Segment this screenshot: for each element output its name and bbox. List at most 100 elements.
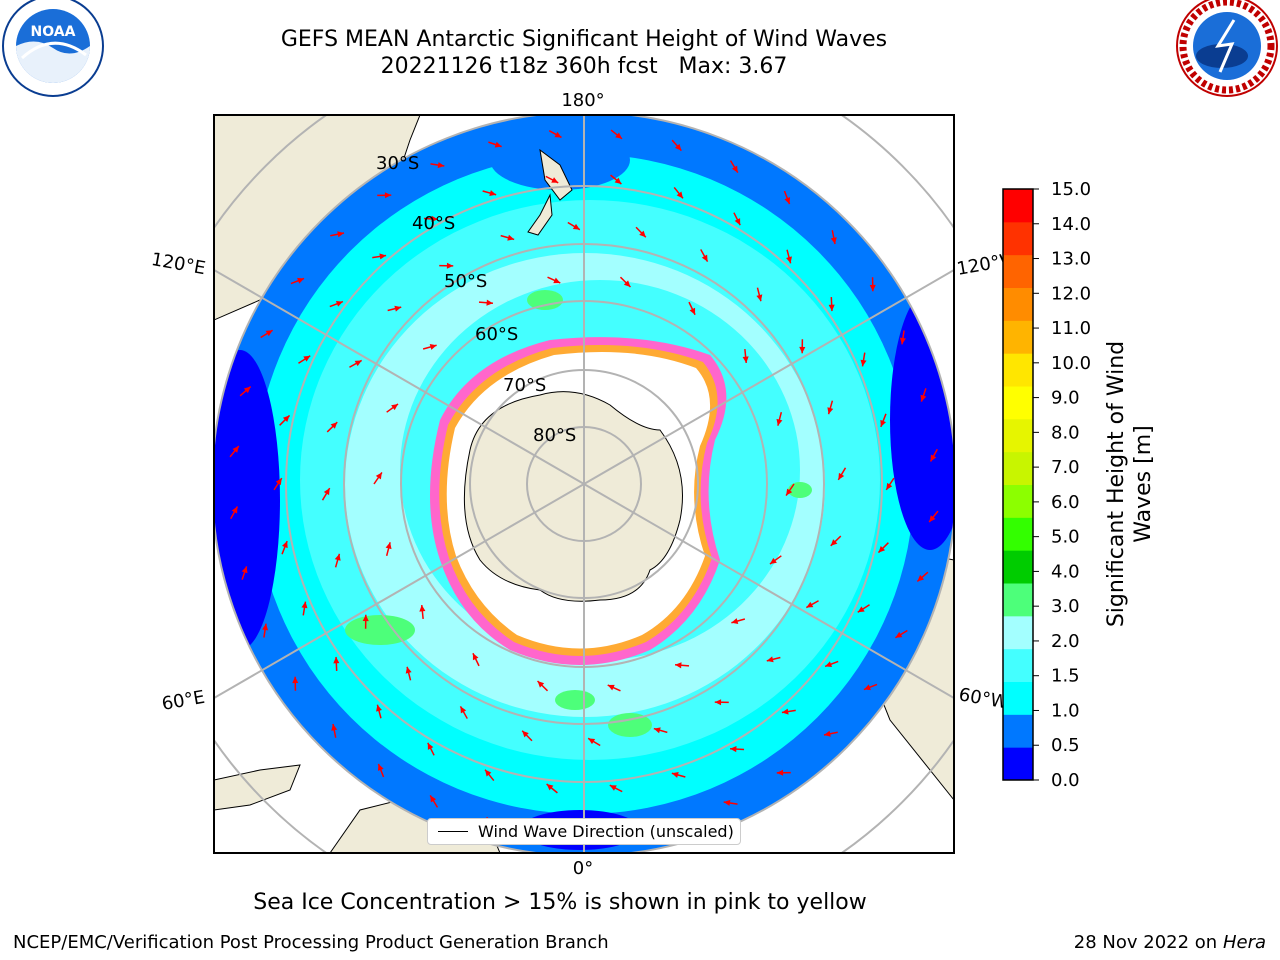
lon-label-60e: 60°E xyxy=(160,687,206,715)
wave-direction-arrowhead xyxy=(303,355,311,362)
wave-direction-arrowhead xyxy=(863,684,871,691)
wave-direction-arrowhead xyxy=(427,742,434,750)
wave-direction-arrowhead xyxy=(379,253,387,260)
wave-direction-arrowhead xyxy=(714,699,722,706)
noaa-logo-text: NOAA xyxy=(31,24,76,40)
colorbar-tick-label: 5.0 xyxy=(1051,527,1080,548)
wave-direction-arrowhead xyxy=(494,141,502,148)
wave-direction-arrowhead xyxy=(507,234,515,241)
wave-direction-arrowhead xyxy=(265,330,273,337)
wave-direction-arrowhead xyxy=(786,256,792,264)
wave-direction-arrowhead xyxy=(930,454,937,462)
wave-direction-arrowhead xyxy=(756,294,763,302)
wave-direction-arrowhead xyxy=(653,727,661,734)
wave-direction-arrowhead xyxy=(784,197,791,205)
wave-direction-arrowhead xyxy=(799,346,806,354)
wave-direction-arrowhead xyxy=(522,730,529,738)
wave-direction-arrowhead xyxy=(275,478,282,486)
wave-direction-arrowhead xyxy=(776,418,783,426)
wave-direction-arrowhead xyxy=(675,662,682,669)
colorbar-tick-label: 1.5 xyxy=(1051,666,1080,687)
wave-direction-arrowhead xyxy=(607,684,615,691)
colorbar-tick-label: 10.0 xyxy=(1051,353,1091,374)
wave-direction-arrowhead xyxy=(546,783,554,791)
wave-direction-arrowhead xyxy=(282,541,288,549)
wave-direction-arrowhead xyxy=(674,143,682,151)
wave-direction-arrowhead xyxy=(895,631,903,638)
wave-direction-arrowhead xyxy=(419,605,426,612)
colorbar-tick-label: 6.0 xyxy=(1051,492,1080,513)
colorbar-tick-label: 3.0 xyxy=(1051,596,1080,617)
wind-wave-arrows xyxy=(229,129,939,839)
footer-date-text: 28 Nov 2022 on xyxy=(1073,932,1218,953)
colorbar-tick-label: 0.5 xyxy=(1051,735,1080,756)
wave-direction-arrowhead xyxy=(827,407,834,415)
wave-direction-arrowhead xyxy=(588,738,596,745)
wave-direction-arrowhead xyxy=(769,557,777,564)
colorbar-tick-label: 4.0 xyxy=(1051,561,1080,582)
wave-direction-arrowhead xyxy=(553,277,561,284)
wave-direction-arrowhead xyxy=(929,515,936,523)
wave-direction-arrowhead xyxy=(920,394,927,402)
colorbar-tick-label: 1.0 xyxy=(1051,700,1080,721)
noaa-logo: NOAA xyxy=(2,0,104,97)
wave-direction-arrowhead xyxy=(554,131,562,138)
wave-direction-arrowhead xyxy=(860,359,867,367)
title-line-2: 20221126 t18z 360h fcst Max: 3.67 xyxy=(380,54,788,79)
wave-direction-arrowhead xyxy=(731,618,739,624)
longitude-grid xyxy=(214,115,954,853)
colorbar-segment xyxy=(1003,714,1033,748)
wave-direction-arrowhead xyxy=(334,553,341,561)
wave-direction-arrowhead xyxy=(282,415,290,423)
colorbar-segment xyxy=(1003,681,1033,715)
wave-direction-arrowhead xyxy=(730,746,737,753)
colorbar-tick-label: 9.0 xyxy=(1051,388,1080,409)
colorbar-segment xyxy=(1003,353,1033,387)
lon-label-60w: 60°W xyxy=(957,684,1010,713)
wave-direction-arrowhead xyxy=(335,300,343,307)
wave-direction-arrowhead xyxy=(825,661,833,668)
colorbar-segment xyxy=(1003,189,1033,223)
wave-direction-arrowhead xyxy=(301,601,308,609)
legend-label: Wind Wave Direction (unscaled) xyxy=(478,822,734,841)
wave-direction-arrowhead xyxy=(830,237,837,244)
wave-direction-arrowhead xyxy=(262,623,269,631)
wave-direction-arrowhead xyxy=(824,730,831,737)
colorbar-segment xyxy=(1003,550,1033,584)
wave-direction-arrowhead xyxy=(917,574,925,582)
colorbar-tick-label: 11.0 xyxy=(1051,318,1091,339)
colorbar-segment xyxy=(1003,451,1033,485)
colorbar-segment xyxy=(1003,386,1033,420)
wave-direction-arrowhead xyxy=(292,676,299,684)
colorbar-tick-label: 12.0 xyxy=(1051,283,1091,304)
wave-direction-arrowhead xyxy=(838,472,845,480)
map-legend: Wind Wave Direction (unscaled) xyxy=(427,818,741,845)
wave-direction-arrowhead xyxy=(486,299,493,306)
colorbar-segment xyxy=(1003,221,1033,256)
wave-direction-arrowhead xyxy=(869,284,876,292)
sea-ice-note: Sea Ice Concentration > 15% is shown in … xyxy=(253,890,867,915)
africa-land xyxy=(214,764,301,811)
title-line-1: GEFS MEAN Antarctic Significant Height o… xyxy=(280,27,888,52)
wave-direction-arrowhead xyxy=(857,606,865,613)
colorbar-tick-label: 14.0 xyxy=(1051,214,1091,235)
wave-direction-arrowhead xyxy=(830,539,838,546)
wave-direction-arrowhead xyxy=(232,445,239,453)
wave-direction-arrowhead xyxy=(446,262,454,269)
chart-title: GEFS MEAN Antarctic Significant Height o… xyxy=(0,26,1168,80)
wave-direction-arrowhead xyxy=(701,254,708,262)
wave-direction-arrowhead xyxy=(430,795,437,803)
wave-direction-arrowhead xyxy=(776,769,784,776)
wave-direction-arrowhead xyxy=(331,724,338,731)
lat-label-50s: 50°S xyxy=(444,271,487,292)
wave-direction-arrowhead xyxy=(485,769,492,777)
wave-direction-arrowhead xyxy=(429,344,437,350)
legend-line-swatch xyxy=(438,831,468,832)
lat-label-40s: 40°S xyxy=(412,213,455,234)
wave-direction-arrowhead xyxy=(899,337,906,345)
footer-credit: NCEP/EMC/Verification Post Processing Pr… xyxy=(13,932,609,953)
wave-direction-arrowhead xyxy=(639,230,646,238)
colorbar-segment xyxy=(1003,254,1033,288)
wave-direction-arrowhead xyxy=(437,162,445,169)
wave-direction-arrowhead xyxy=(537,681,545,688)
